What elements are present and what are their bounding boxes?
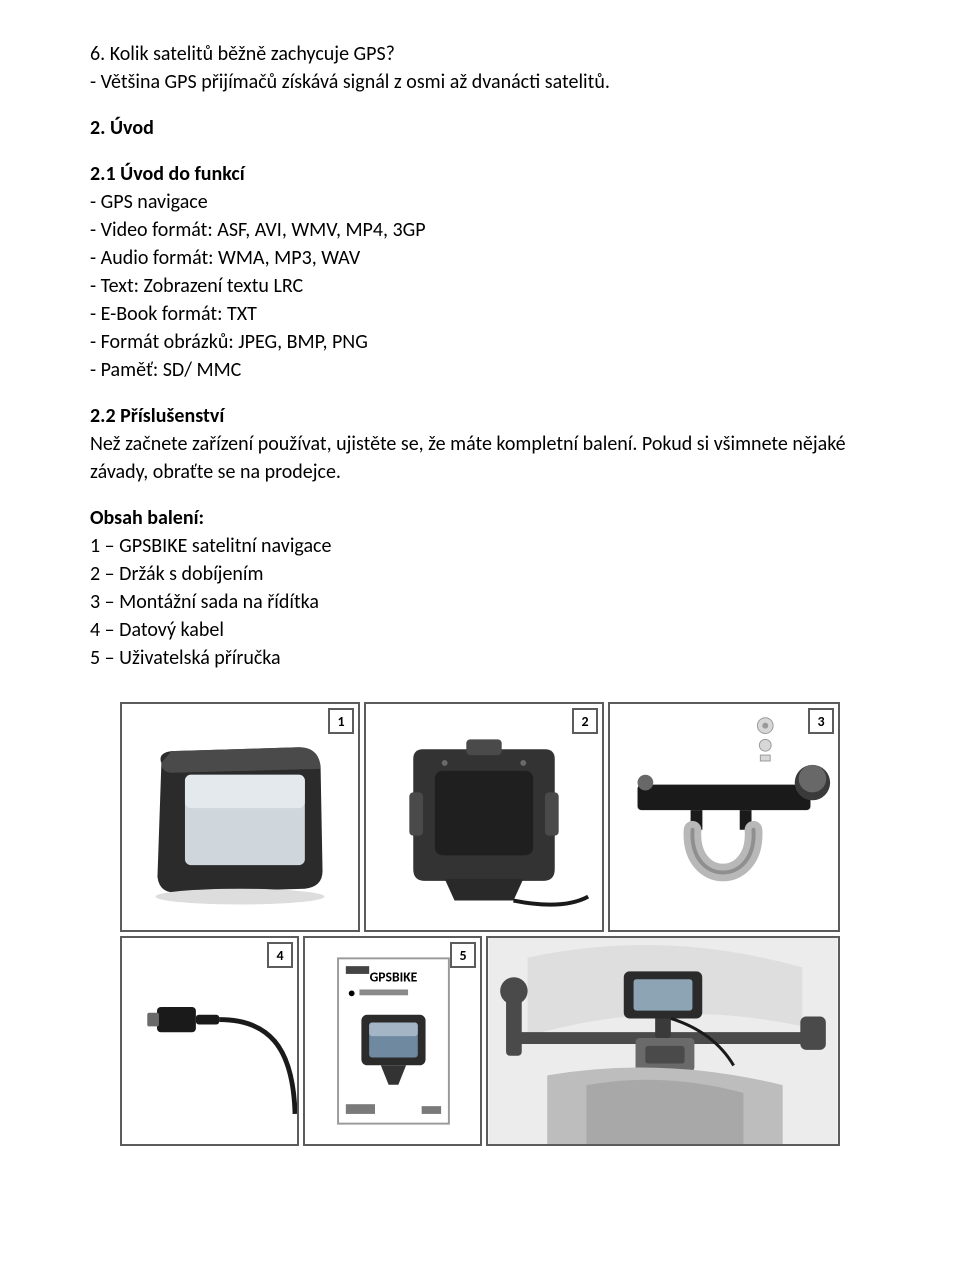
contents-item: 3 – Montážní sada na řídítka [90,588,870,616]
cell-gps-device: 1 [120,702,360,932]
cell-user-manual: 5 GPSBIKE [303,936,482,1146]
q6-answer: - Většina GPS přijímačů získává signál z… [90,68,870,96]
contents-grid: 1 2 [120,702,840,1146]
func-item: - Paměť: SD/ MMC [90,356,870,384]
question-6: 6. Kolik satelitů běžně zachycuje GPS? -… [90,40,870,96]
heading-2-2: 2.2 Příslušenství [90,402,870,430]
grid-row-2: 4 5 GPSBIKE [120,936,840,1146]
accessories-line2: závady, obraťte se na prodejce. [90,458,870,486]
heading-2-1: 2.1 Úvod do funkcí [90,160,870,188]
cell-usb-cable: 4 [120,936,299,1146]
cell-number: 1 [328,708,354,734]
section-intro-heading: 2. Úvod [90,114,870,142]
cell-number: 3 [808,708,834,734]
heading-2-uvod: 2. Úvod [90,114,870,142]
cell-number: 5 [450,942,476,968]
func-item: - E-Book formát: TXT [90,300,870,328]
contents-item: 5 – Uživatelská příručka [90,644,870,672]
handlebar-mount-icon [610,704,838,930]
cell-number: 4 [267,942,293,968]
contents-heading: Obsah balení: [90,504,870,532]
gps-device-icon [122,704,358,930]
cell-handlebar-mount: 3 [608,702,840,932]
cell-motorcycle-installed [486,936,840,1146]
func-item: - Text: Zobrazení textu LRC [90,272,870,300]
usb-cable-icon [122,938,297,1144]
q6-title: 6. Kolik satelitů běžně zachycuje GPS? [90,40,870,68]
contents-item: 2 – Držák s dobíjením [90,560,870,588]
section-accessories: 2.2 Příslušenství Než začnete zařízení p… [90,402,870,486]
section-functions: 2.1 Úvod do funkcí - GPS navigace - Vide… [90,160,870,384]
accessories-line1: Než začnete zařízení používat, ujistěte … [90,430,870,458]
func-item: - GPS navigace [90,188,870,216]
grid-row-1: 1 2 [120,702,840,932]
user-manual-icon: GPSBIKE [305,938,480,1144]
func-item: - Formát obrázků: JPEG, BMP, PNG [90,328,870,356]
charging-mount-icon [366,704,602,930]
cell-charging-mount: 2 [364,702,604,932]
manual-title-text: GPSBIKE [370,969,418,986]
motorcycle-icon [488,938,838,1144]
contents-item: 4 – Datový kabel [90,616,870,644]
cell-number: 2 [572,708,598,734]
section-contents: Obsah balení: 1 – GPSBIKE satelitní navi… [90,504,870,672]
contents-item: 1 – GPSBIKE satelitní navigace [90,532,870,560]
func-item: - Audio formát: WMA, MP3, WAV [90,244,870,272]
func-item: - Video formát: ASF, AVI, WMV, MP4, 3GP [90,216,870,244]
